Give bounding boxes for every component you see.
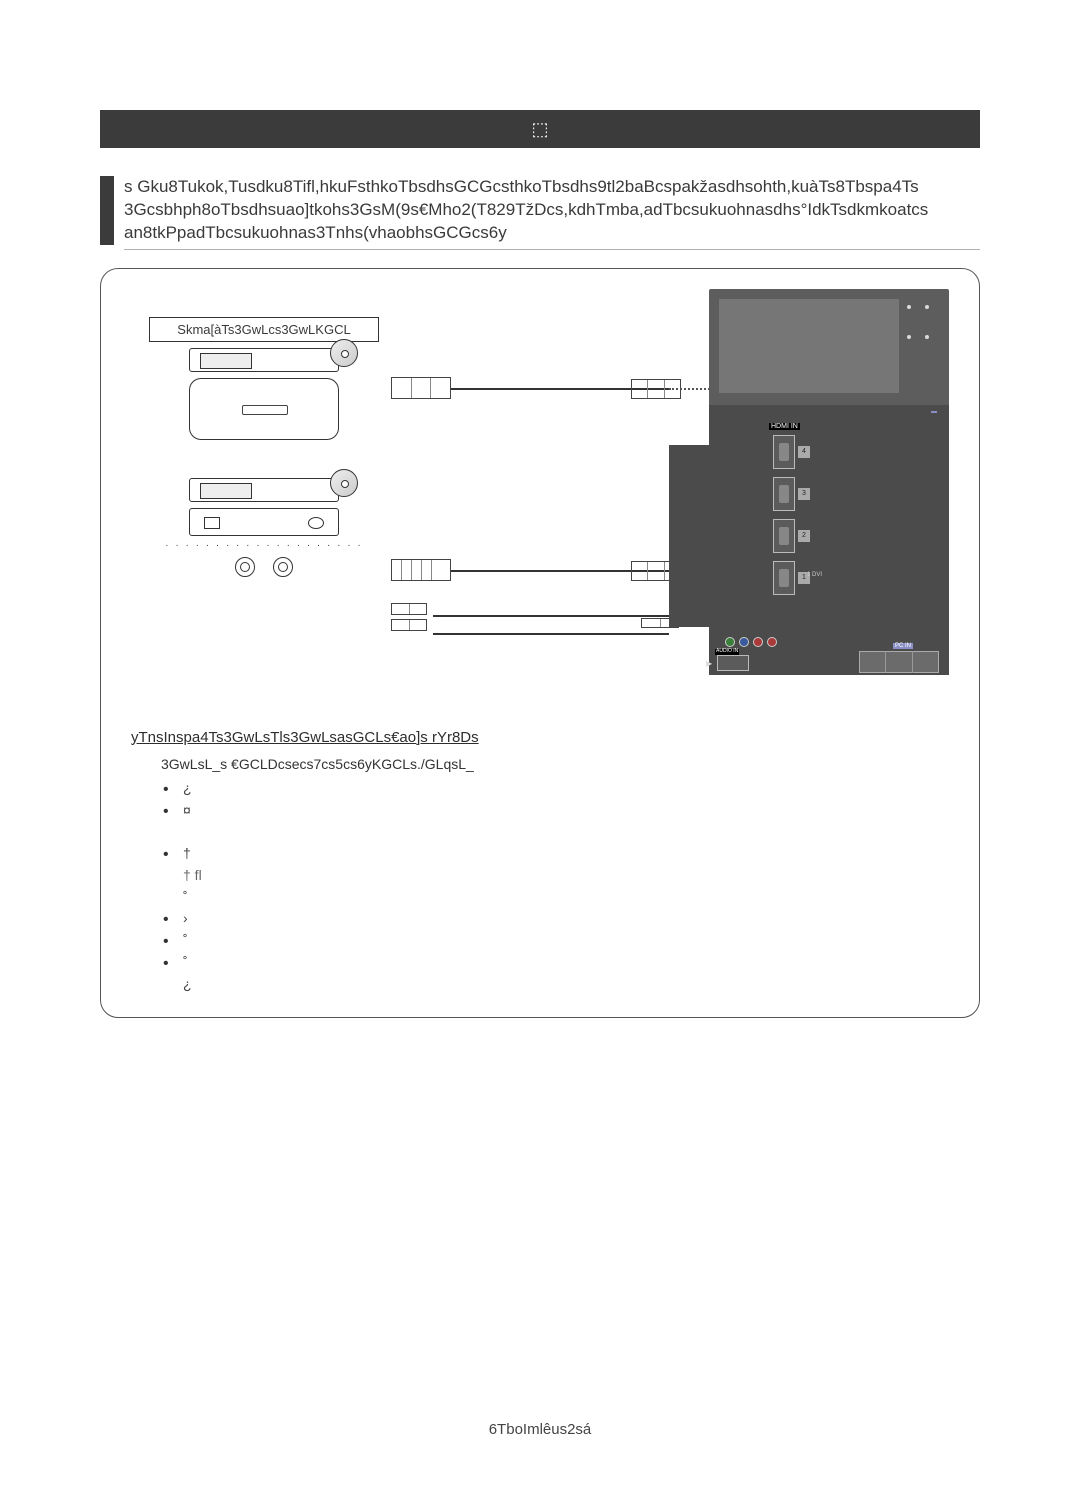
bullet-3-foot: ˚ [183, 889, 188, 905]
jack-red-icon [753, 637, 763, 647]
hdmi-plug-icon [391, 377, 451, 399]
note-prefix: s [124, 177, 133, 196]
bullet-4: › [161, 908, 949, 930]
bullet-5: ˚ [161, 930, 949, 952]
disc-player-icon [189, 348, 339, 372]
port-num-2: 2 [798, 530, 810, 542]
divider [124, 249, 980, 250]
audio-port-icon [717, 655, 749, 671]
rca-left-icon [235, 557, 255, 577]
bullet-6: ˚ ¿ [161, 952, 949, 995]
jack-green-icon [725, 637, 735, 647]
section-header-bar: ⬚ [100, 110, 980, 148]
bullet-6-text: ˚ [183, 954, 188, 970]
pc-in-label: PC IN [893, 643, 913, 649]
note-text: s Gku8Tukok,Tusdku8Tifl,hkuFsthkoTbsdhsG… [124, 176, 928, 245]
connector-column [391, 377, 471, 635]
game-console-icon [189, 378, 339, 440]
note-block: s Gku8Tukok,Tusdku8Tifl,hkuFsthkoTbsdhsG… [100, 176, 980, 245]
settop-box-icon [189, 508, 339, 536]
port-panel-stub [669, 445, 709, 627]
disc-icon [330, 339, 358, 367]
cable-audio-top [433, 615, 669, 617]
diagram-canvas: Skma[àTs3GwLcs3GwLKGCL · · · · · · · · ·… [131, 295, 949, 695]
rca-right-icon [273, 557, 293, 577]
cable-audio-bottom [433, 633, 669, 635]
audio-plug-left2-icon [391, 619, 427, 631]
device-column: Skma[àTs3GwLcs3GwLKGCL · · · · · · · · ·… [149, 317, 379, 577]
hdmi-port-4: 4 [773, 435, 795, 469]
diagram-intro: 3GwLsL_s €GCLDcsecs7cs5cs6yKGCLs./GLqsL_ [161, 756, 949, 772]
pc-in-split-icon [859, 651, 939, 673]
bullet-2: ¤ [161, 800, 949, 843]
page-footer: 6TboImlêus2sá [0, 1421, 1080, 1438]
note-line1: Gku8Tukok,Tusdku8Tifl,hkuFsthkoTbsdhsGCG… [137, 177, 918, 196]
tv-dots-icon [907, 305, 929, 309]
tv-port-panel: HDMI IN 4 3 2 11 DVI AUDIO IN PC IN [709, 405, 949, 675]
component-jacks-icon [725, 637, 777, 647]
bullet-3: † † fl ˚ [161, 843, 949, 908]
audio-plug-left-icon [391, 603, 427, 615]
header-title: ⬚ [531, 119, 548, 140]
bullet-6-foot: ¿ [183, 976, 192, 992]
bullet-5-text: ˚ [183, 932, 188, 948]
hdmi-in-label: HDMI IN [769, 423, 800, 430]
dvi-plug-icon [391, 559, 451, 581]
diagram-subheading: yTnsInspa4Ts3GwLsTls3GwLsasGCLs€ao]s rYr… [131, 729, 949, 746]
bullet-list: ¿ ¤ † † fl ˚ › ˚ ˚ ¿ [161, 778, 949, 996]
note-marker [100, 176, 114, 245]
jack-blue-icon [739, 637, 749, 647]
bullet-2-text: ¤ [183, 802, 191, 818]
lower-port-strip: AUDIO IN PC IN [669, 627, 949, 675]
bullet-1-text: ¿ [183, 780, 192, 796]
port-num-4: 4 [798, 446, 810, 458]
dots-divider: · · · · · · · · · · · · · · · · · · · · [149, 540, 379, 551]
connection-diagram: Skma[àTs3GwLcs3GwLKGCL · · · · · · · · ·… [100, 268, 980, 1018]
hdmi-port-2: 2 [773, 519, 795, 553]
tv-dots2-icon [907, 335, 929, 339]
port-top-badge [931, 411, 937, 413]
bullet-1: ¿ [161, 778, 949, 800]
hdmi-port-1: 11 DVI [773, 561, 795, 595]
jack-red2-icon [767, 637, 777, 647]
port-num-3: 3 [798, 488, 810, 500]
rca-pair-icon [149, 557, 379, 577]
note-line2: 3Gcsbhph8oTbsdhsuao]tkohs3GsM(9s€Mho2(T8… [124, 200, 928, 219]
disc-player2-icon [189, 478, 339, 502]
bullet-3-sub: † fl [183, 865, 949, 887]
hdmi-port-3: 3 [773, 477, 795, 511]
port-num-1-txt: 1 DVI [807, 572, 822, 578]
note-line3: an8tkPpadTbcsukuohnas3Tnhs(vhaobhsGCGcs6… [124, 223, 507, 242]
disc2-icon [330, 469, 358, 497]
bullet-4-text: › [183, 910, 188, 926]
bullet-3-text: † [183, 845, 191, 861]
